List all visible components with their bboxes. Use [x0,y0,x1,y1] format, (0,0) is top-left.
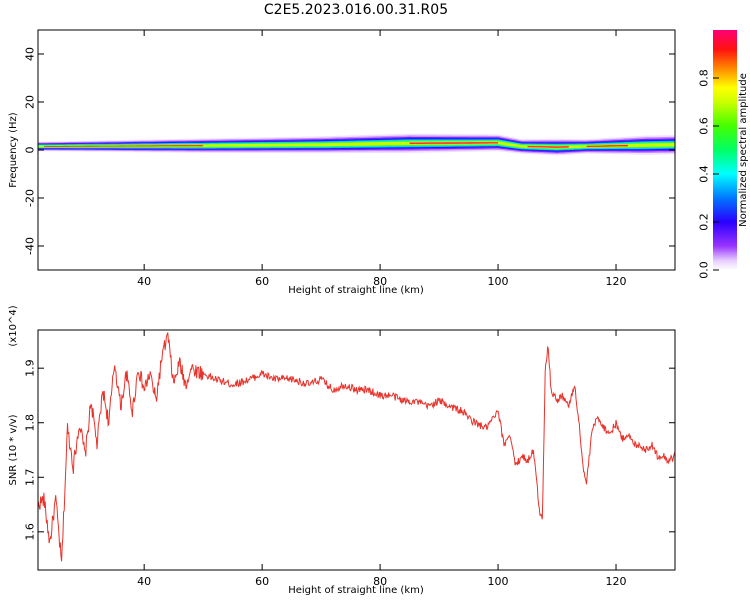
spectrogram-band-layer-7 [38,141,675,149]
snr-xlabel: Height of straight line (km) [288,585,424,596]
colorbar-tick-label: 0.0 [698,261,711,279]
spectrogram-xtick-label: 80 [373,275,387,288]
spectrogram-peak-core-2 [527,146,569,148]
spectrogram-xtick-label: 60 [255,275,269,288]
snr-xtick-label: 40 [137,575,151,588]
snr-ytick-label: 1.8 [24,414,37,432]
snr-series-line [38,332,675,562]
spectrogram-ylabel: Frequency (Hz) [8,112,19,188]
snr-ytick-label: 1.7 [24,469,37,487]
spectrogram-ticks: 40 60 80 100 120 -40 -20 0 20 40 [24,30,675,288]
spectrogram-ytick-label: -20 [24,189,37,207]
snr-frame [37,329,676,571]
snr-xtick-label: 120 [606,575,627,588]
colorbar-tick-label: 0.2 [698,213,711,231]
spectrogram-peak-core-3 [586,144,628,147]
snr-xtick-label: 60 [255,575,269,588]
colorbar-tick-label: 0.4 [698,165,711,183]
snr-multiplier: (x10^4) [8,305,19,346]
spectrogram-xtick-label: 120 [606,275,627,288]
spectrogram-xtick-label: 100 [488,275,509,288]
spectrogram-ytick-label: 0 [24,147,37,154]
colorbar-tick-label: 0.6 [698,117,711,135]
snr-ytick-label: 1.6 [24,523,37,541]
spectrogram-ytick-label: 40 [24,47,37,61]
spectrogram-ytick-label: 20 [24,95,37,109]
snr-xtick-label: 100 [488,575,509,588]
snr-panel: 40 60 80 100 120 1.6 1.7 1.8 1.9 Height of strai… [8,305,676,596]
colorbar: 0.0 0.2 0.4 0.6 0.8 Normalized spectral ampl… [698,30,749,279]
spectrogram-ytick-label: -40 [24,237,37,255]
spectrogram-heatmap [38,133,675,156]
spectrogram-panel: 40 60 80 100 120 -40 -20 0 20 40 Height of straig… [8,29,676,296]
colorbar-ticks: 0.0 0.2 0.4 0.6 0.8 [698,69,719,279]
snr-ytick-label: 1.9 [24,359,37,377]
colorbar-label: Normalized spectral amplitude [738,73,749,227]
spectrogram-peak-core-0 [43,145,204,147]
spectrogram-xlabel: Height of straight line (km) [288,285,424,296]
spectrogram-xtick-label: 40 [137,275,151,288]
figure-title: C2E5.2023.016.00.31.R05 [264,2,448,18]
colorbar-gradient [713,30,737,270]
colorbar-tick-label: 0.8 [698,69,711,87]
snr-ticks: 40 60 80 100 120 1.6 1.7 1.8 1.9 [24,330,675,588]
snr-ylabel: SNR (10 * v/v) [8,414,19,485]
snr-xtick-label: 80 [373,575,387,588]
spectrogram-peak-core-1 [409,142,499,144]
